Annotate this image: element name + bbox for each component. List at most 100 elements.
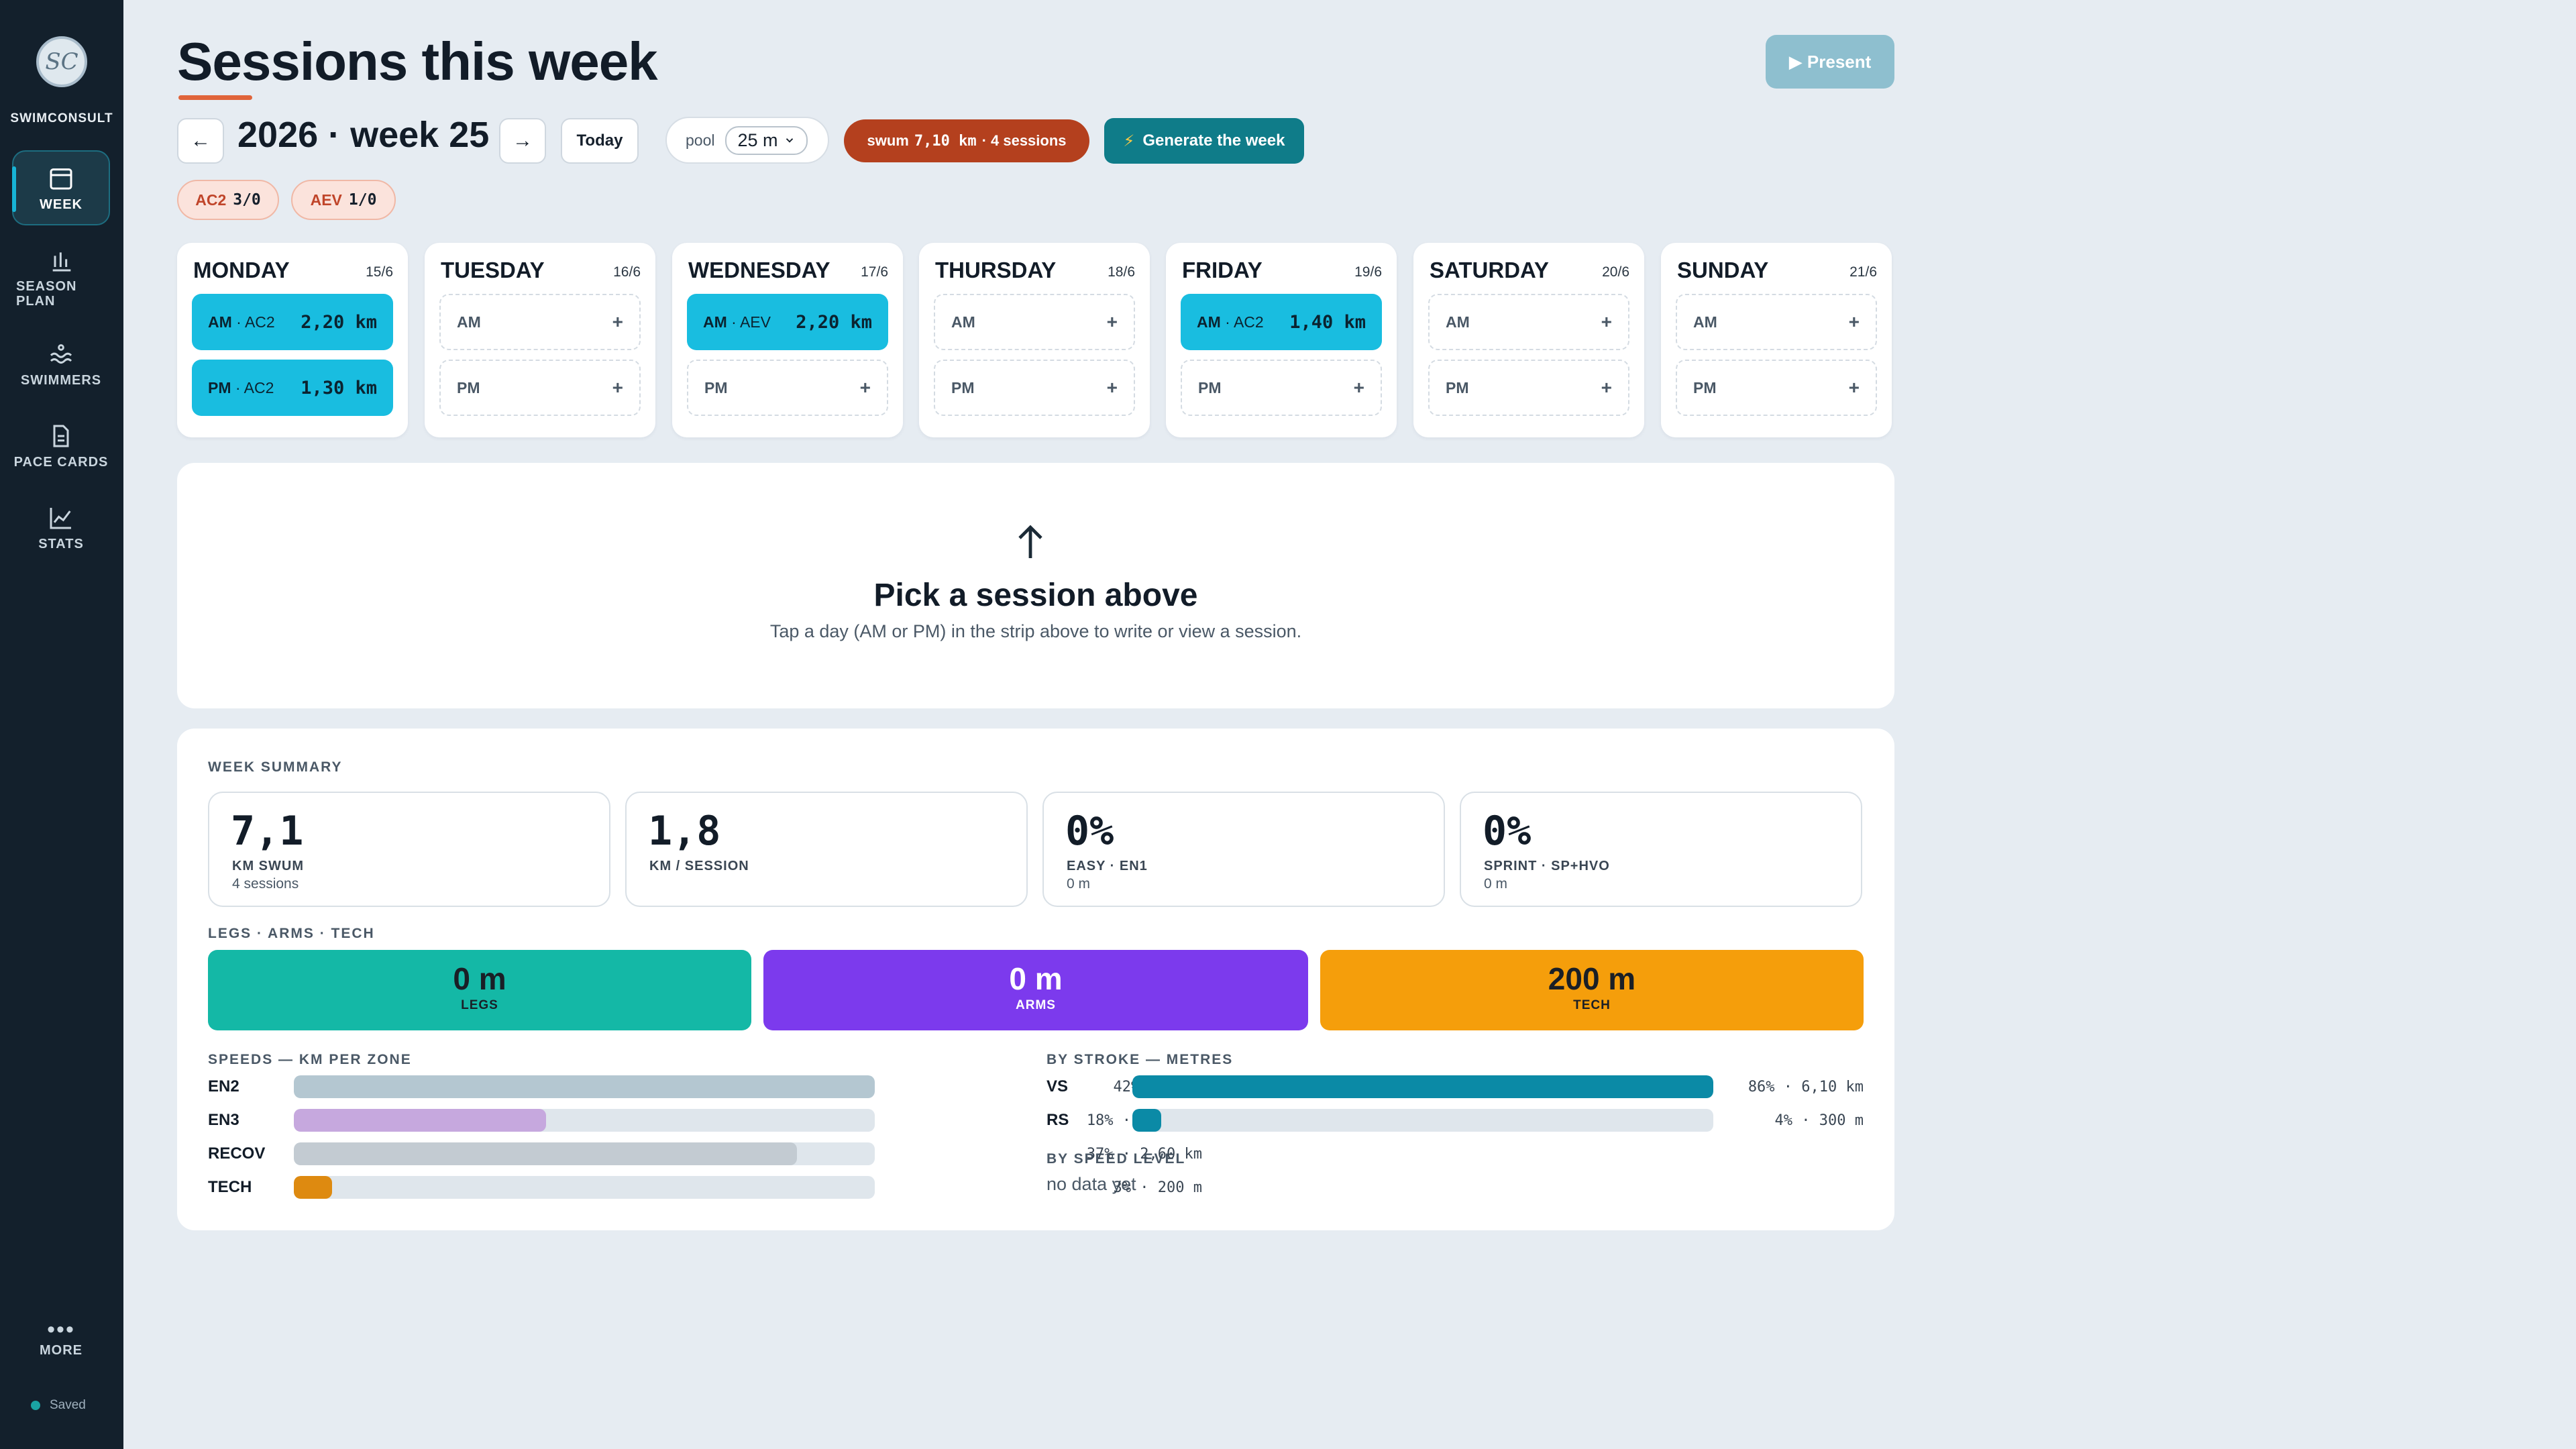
pm-slot[interactable]: PM · AC2 1,30 km <box>192 360 393 416</box>
am-slot[interactable]: AM + <box>1676 294 1877 350</box>
stat-value: 0% <box>1065 808 1114 855</box>
slot-prefix: AM <box>208 313 232 331</box>
am-slot[interactable]: AM · AC2 2,20 km <box>192 294 393 350</box>
pm-slot[interactable]: PM + <box>1181 360 1382 416</box>
next-week-button[interactable]: → <box>499 118 546 164</box>
more-dots-icon: ••• <box>47 1317 75 1342</box>
bar-name: RECOV <box>208 1144 266 1163</box>
plus-icon: + <box>612 311 623 332</box>
arrow-up-icon <box>1018 525 1042 558</box>
waves-icon <box>50 344 72 364</box>
slot-km: 2,20 km <box>796 311 872 333</box>
slot-prefix: AM <box>1197 313 1221 331</box>
stat-easy: 0% EASY · EN1 0 m <box>1042 792 1445 907</box>
chip-ac2-key: AC2 <box>195 191 227 209</box>
chip-ac2: AC2 3/0 <box>177 180 279 220</box>
bar-fill <box>294 1176 333 1199</box>
slot-prefix: PM <box>1198 378 1222 396</box>
legs-label: LEGS <box>461 998 498 1012</box>
plus-icon: + <box>1601 377 1612 398</box>
plus-icon: + <box>1848 311 1860 332</box>
bar-fill <box>294 1109 546 1132</box>
bar-fill <box>294 1142 797 1165</box>
slot-sep: · <box>1220 313 1234 331</box>
day-card-wednesday: WEDNESDAY 17/6 AM · AEV 2,20 km PM + <box>672 243 903 437</box>
nav-more[interactable]: ••• MORE <box>12 1317 110 1375</box>
day-date: 15/6 <box>366 264 393 280</box>
swum-label: swum <box>867 132 909 149</box>
am-slot[interactable]: AM · AEV 2,20 km <box>687 294 888 350</box>
stroke-label: BY STROKE — METRES <box>1046 1052 1234 1067</box>
day-name: THURSDAY <box>935 258 1057 282</box>
calendar-icon <box>50 168 72 190</box>
nav-pace-cards[interactable]: PACE CARDS <box>12 423 110 483</box>
pick-subtitle: Tap a day (AM or PM) in the strip above … <box>769 621 1302 641</box>
day-name: SATURDAY <box>1430 258 1549 282</box>
slot-category: AC2 <box>1233 313 1264 331</box>
am-slot[interactable]: AM · AC2 1,40 km <box>1181 294 1382 350</box>
am-slot[interactable]: AM + <box>934 294 1135 350</box>
pool-selector: pool 25 m <box>665 117 829 164</box>
plus-icon: + <box>859 377 871 398</box>
arrow-right-icon: → <box>513 129 533 152</box>
pm-slot[interactable]: PM + <box>1676 360 1877 416</box>
slot-category: AC2 <box>244 313 275 331</box>
bar-name: RS <box>1046 1111 1069 1129</box>
bar-value: 4% · 300 m <box>1774 1112 1864 1129</box>
plus-icon: + <box>1601 311 1612 332</box>
plus-icon: + <box>612 377 623 398</box>
bar-track <box>294 1109 875 1132</box>
nav-swimmers[interactable]: SWIMMERS <box>12 341 110 401</box>
pool-select[interactable]: 25 m <box>725 125 808 155</box>
saved-dot-icon <box>31 1401 40 1410</box>
swum-sessions: · 4 sessions <box>981 132 1067 149</box>
am-slot[interactable]: AM + <box>439 294 641 350</box>
pm-slot[interactable]: PM + <box>1428 360 1629 416</box>
pm-slot[interactable]: PM + <box>439 360 641 416</box>
page-title: Sessions this week <box>177 32 658 91</box>
pm-slot[interactable]: PM + <box>687 360 888 416</box>
nav-stats[interactable]: STATS <box>12 504 110 565</box>
bar-row-en2: EN2 <box>208 1073 294 1100</box>
stat-km-session: 1,8 KM / SESSION <box>625 792 1028 907</box>
bar-fill <box>1132 1109 1162 1132</box>
plus-icon: + <box>1353 377 1364 398</box>
pool-value: 25 m <box>737 129 778 150</box>
bar-chart-icon <box>52 252 71 272</box>
tech-label: TECH <box>1573 998 1611 1012</box>
swum-km: 7,10 km <box>914 132 977 150</box>
prev-week-button[interactable]: ← <box>177 118 224 164</box>
slot-prefix: AM <box>703 313 727 331</box>
lightning-icon: ⚡ <box>1123 131 1135 150</box>
day-name: FRIDAY <box>1182 258 1263 282</box>
nav-season-plan-label: SEASON PLAN <box>16 279 77 309</box>
bar-row-rs: RS <box>1046 1107 1132 1134</box>
nav-week[interactable]: WEEK <box>12 150 110 225</box>
day-name: WEDNESDAY <box>688 258 830 282</box>
pick-session-panel: Pick a session above Tap a day (AM or PM… <box>177 463 1894 708</box>
chevron-down-icon <box>786 138 793 143</box>
day-name: SUNDAY <box>1677 258 1769 282</box>
generate-week-button[interactable]: ⚡ Generate the week <box>1104 118 1304 164</box>
sidebar: SC SWIMCONSULT WEEK SEASON PLAN SWIMMERS… <box>0 0 123 1449</box>
bar-row-en3: EN3 <box>208 1107 294 1134</box>
slot-prefix: AM <box>1693 313 1717 331</box>
slot-category: AC2 <box>244 378 274 396</box>
nav-stats-label: STATS <box>38 537 84 551</box>
bar-track <box>294 1142 875 1165</box>
pm-slot[interactable]: PM + <box>934 360 1135 416</box>
slot-prefix: AM <box>1446 313 1470 331</box>
today-button[interactable]: Today <box>561 118 639 164</box>
logo[interactable]: SC <box>36 36 87 87</box>
slot-prefix: PM <box>1446 378 1469 396</box>
saved-status: Saved <box>31 1398 86 1413</box>
slot-prefix: AM <box>457 313 481 331</box>
present-button[interactable]: ▶ Present <box>1766 35 1894 89</box>
am-slot[interactable]: AM + <box>1428 294 1629 350</box>
day-date: 18/6 <box>1108 264 1135 280</box>
nav-season-plan[interactable]: SEASON PLAN <box>12 247 110 321</box>
chip-aev-key: AEV <box>310 191 342 209</box>
nav-swimmers-label: SWIMMERS <box>20 373 102 388</box>
bar-name: TECH <box>208 1178 252 1196</box>
legs-card: 0 m LEGS <box>208 950 751 1030</box>
